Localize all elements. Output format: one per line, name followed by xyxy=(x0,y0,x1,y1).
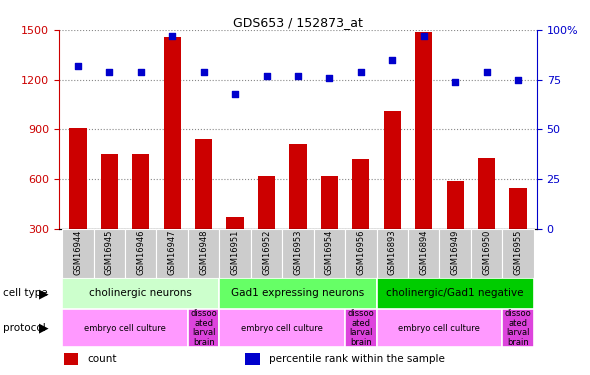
Point xyxy=(324,75,334,81)
Text: Gad1 expressing neurons: Gad1 expressing neurons xyxy=(231,288,365,298)
Bar xyxy=(352,159,369,278)
Point xyxy=(388,57,397,63)
Point xyxy=(262,73,271,79)
FancyBboxPatch shape xyxy=(502,229,534,278)
FancyBboxPatch shape xyxy=(251,229,282,278)
Text: GSM16893: GSM16893 xyxy=(388,230,396,275)
Bar xyxy=(509,188,527,278)
Text: GSM16946: GSM16946 xyxy=(136,230,145,275)
Text: protocol: protocol xyxy=(3,323,45,333)
FancyBboxPatch shape xyxy=(188,229,219,278)
Bar xyxy=(447,181,464,278)
Bar xyxy=(258,176,275,278)
Title: GDS653 / 152873_at: GDS653 / 152873_at xyxy=(233,16,363,29)
Point xyxy=(73,63,83,69)
Bar xyxy=(321,176,338,278)
FancyBboxPatch shape xyxy=(94,229,125,278)
Text: GSM16954: GSM16954 xyxy=(325,230,334,275)
Text: GSM16950: GSM16950 xyxy=(482,230,491,275)
FancyBboxPatch shape xyxy=(408,229,440,278)
Bar xyxy=(478,158,495,278)
Bar xyxy=(163,37,181,278)
Point xyxy=(136,69,146,75)
Text: GSM16947: GSM16947 xyxy=(168,230,176,275)
Text: GSM16944: GSM16944 xyxy=(73,230,83,275)
Bar xyxy=(289,144,307,278)
Text: ▶: ▶ xyxy=(40,322,49,334)
FancyBboxPatch shape xyxy=(345,309,376,347)
Point xyxy=(293,73,303,79)
Text: GSM16952: GSM16952 xyxy=(262,230,271,275)
FancyBboxPatch shape xyxy=(314,229,345,278)
FancyBboxPatch shape xyxy=(471,229,502,278)
Text: GSM16945: GSM16945 xyxy=(105,230,114,275)
Bar xyxy=(245,353,260,365)
FancyBboxPatch shape xyxy=(62,309,188,347)
Bar xyxy=(415,32,432,278)
Text: dissoo
ated
larval
brain: dissoo ated larval brain xyxy=(348,309,374,347)
Point xyxy=(199,69,208,75)
Text: percentile rank within the sample: percentile rank within the sample xyxy=(269,354,445,364)
Text: cholinergic/Gad1 negative: cholinergic/Gad1 negative xyxy=(386,288,524,298)
Point xyxy=(482,69,491,75)
Text: dissoo
ated
larval
brain: dissoo ated larval brain xyxy=(504,309,532,347)
FancyBboxPatch shape xyxy=(219,309,345,347)
Text: embryo cell culture: embryo cell culture xyxy=(84,324,166,333)
Point xyxy=(419,33,428,39)
Text: GSM16955: GSM16955 xyxy=(513,230,523,275)
FancyBboxPatch shape xyxy=(219,229,251,278)
Text: GSM16894: GSM16894 xyxy=(419,230,428,275)
Bar xyxy=(227,217,244,278)
FancyBboxPatch shape xyxy=(219,278,376,309)
FancyBboxPatch shape xyxy=(156,229,188,278)
FancyBboxPatch shape xyxy=(376,309,502,347)
Point xyxy=(104,69,114,75)
Text: embryo cell culture: embryo cell culture xyxy=(398,324,480,333)
Text: GSM16948: GSM16948 xyxy=(199,230,208,275)
Text: cell type: cell type xyxy=(3,288,48,298)
FancyBboxPatch shape xyxy=(62,229,94,278)
Bar xyxy=(384,111,401,278)
Point xyxy=(450,79,460,85)
Bar xyxy=(69,128,87,278)
FancyBboxPatch shape xyxy=(188,309,219,347)
FancyBboxPatch shape xyxy=(502,309,534,347)
FancyBboxPatch shape xyxy=(345,229,376,278)
Text: count: count xyxy=(88,354,117,364)
FancyBboxPatch shape xyxy=(62,278,219,309)
FancyBboxPatch shape xyxy=(376,278,534,309)
Text: GSM16953: GSM16953 xyxy=(293,230,303,275)
FancyBboxPatch shape xyxy=(282,229,314,278)
Point xyxy=(356,69,366,75)
Text: GSM16956: GSM16956 xyxy=(356,230,365,275)
Point xyxy=(513,77,523,83)
Text: ▶: ▶ xyxy=(40,287,49,300)
Bar xyxy=(132,154,149,278)
Text: embryo cell culture: embryo cell culture xyxy=(241,324,323,333)
Point xyxy=(168,33,177,39)
Bar xyxy=(101,154,118,278)
Text: dissoo
ated
larval
brain: dissoo ated larval brain xyxy=(190,309,217,347)
FancyBboxPatch shape xyxy=(125,229,156,278)
Text: cholinergic neurons: cholinergic neurons xyxy=(89,288,192,298)
Point xyxy=(230,91,240,97)
FancyBboxPatch shape xyxy=(376,229,408,278)
Text: GSM16951: GSM16951 xyxy=(231,230,240,275)
Text: GSM16949: GSM16949 xyxy=(451,230,460,275)
Bar xyxy=(195,139,212,278)
FancyBboxPatch shape xyxy=(440,229,471,278)
Bar xyxy=(64,353,78,365)
